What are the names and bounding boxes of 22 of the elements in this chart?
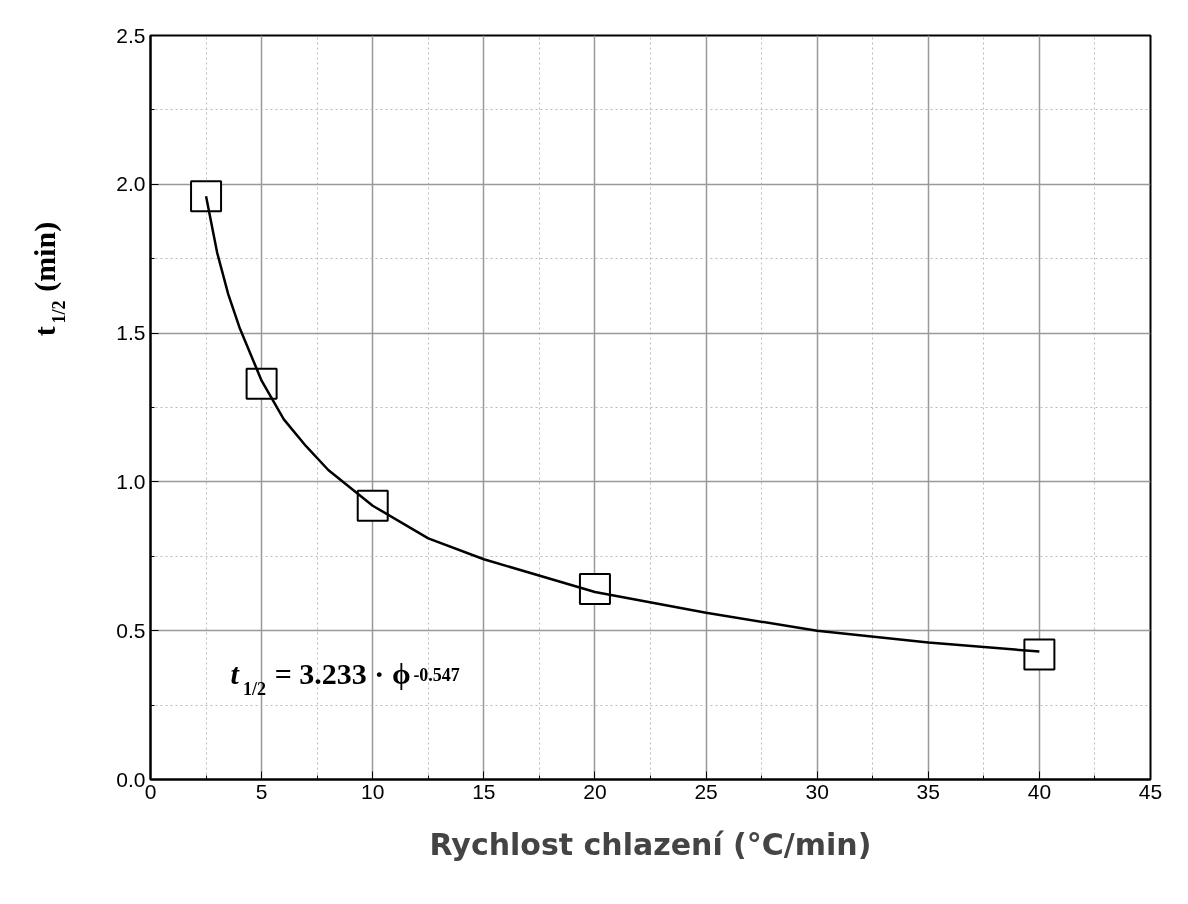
y-tick-label: 1.5 xyxy=(116,321,146,345)
point xyxy=(578,573,611,606)
y-tick-label: 2.0 xyxy=(116,172,146,196)
point xyxy=(245,367,278,400)
x-tick-label: 15 xyxy=(472,779,496,803)
x-tick-label: 45 xyxy=(1138,779,1163,803)
y-tick-label: 2.5 xyxy=(116,23,146,47)
x-tick-label: 30 xyxy=(805,779,829,803)
x-tick-label: 5 xyxy=(255,779,268,803)
y-tick-label: 0.0 xyxy=(116,767,146,791)
point xyxy=(1023,638,1056,671)
x-axis-title: Rychlost chlazení (°C/min) xyxy=(429,826,872,862)
x-tick-label: 10 xyxy=(361,779,385,803)
x-tick-label: 35 xyxy=(916,779,940,803)
x-tick-label: 40 xyxy=(1027,779,1052,803)
point xyxy=(190,180,223,213)
y-axis-title: t1/2 (min) xyxy=(27,221,69,337)
y-tick-label: 1.0 xyxy=(116,469,146,493)
y-tick-label: 0.5 xyxy=(116,618,146,642)
x-tick-label: 25 xyxy=(694,779,718,803)
x-tick-label: 20 xyxy=(583,779,607,803)
x-tick-label: 0 xyxy=(144,779,157,803)
